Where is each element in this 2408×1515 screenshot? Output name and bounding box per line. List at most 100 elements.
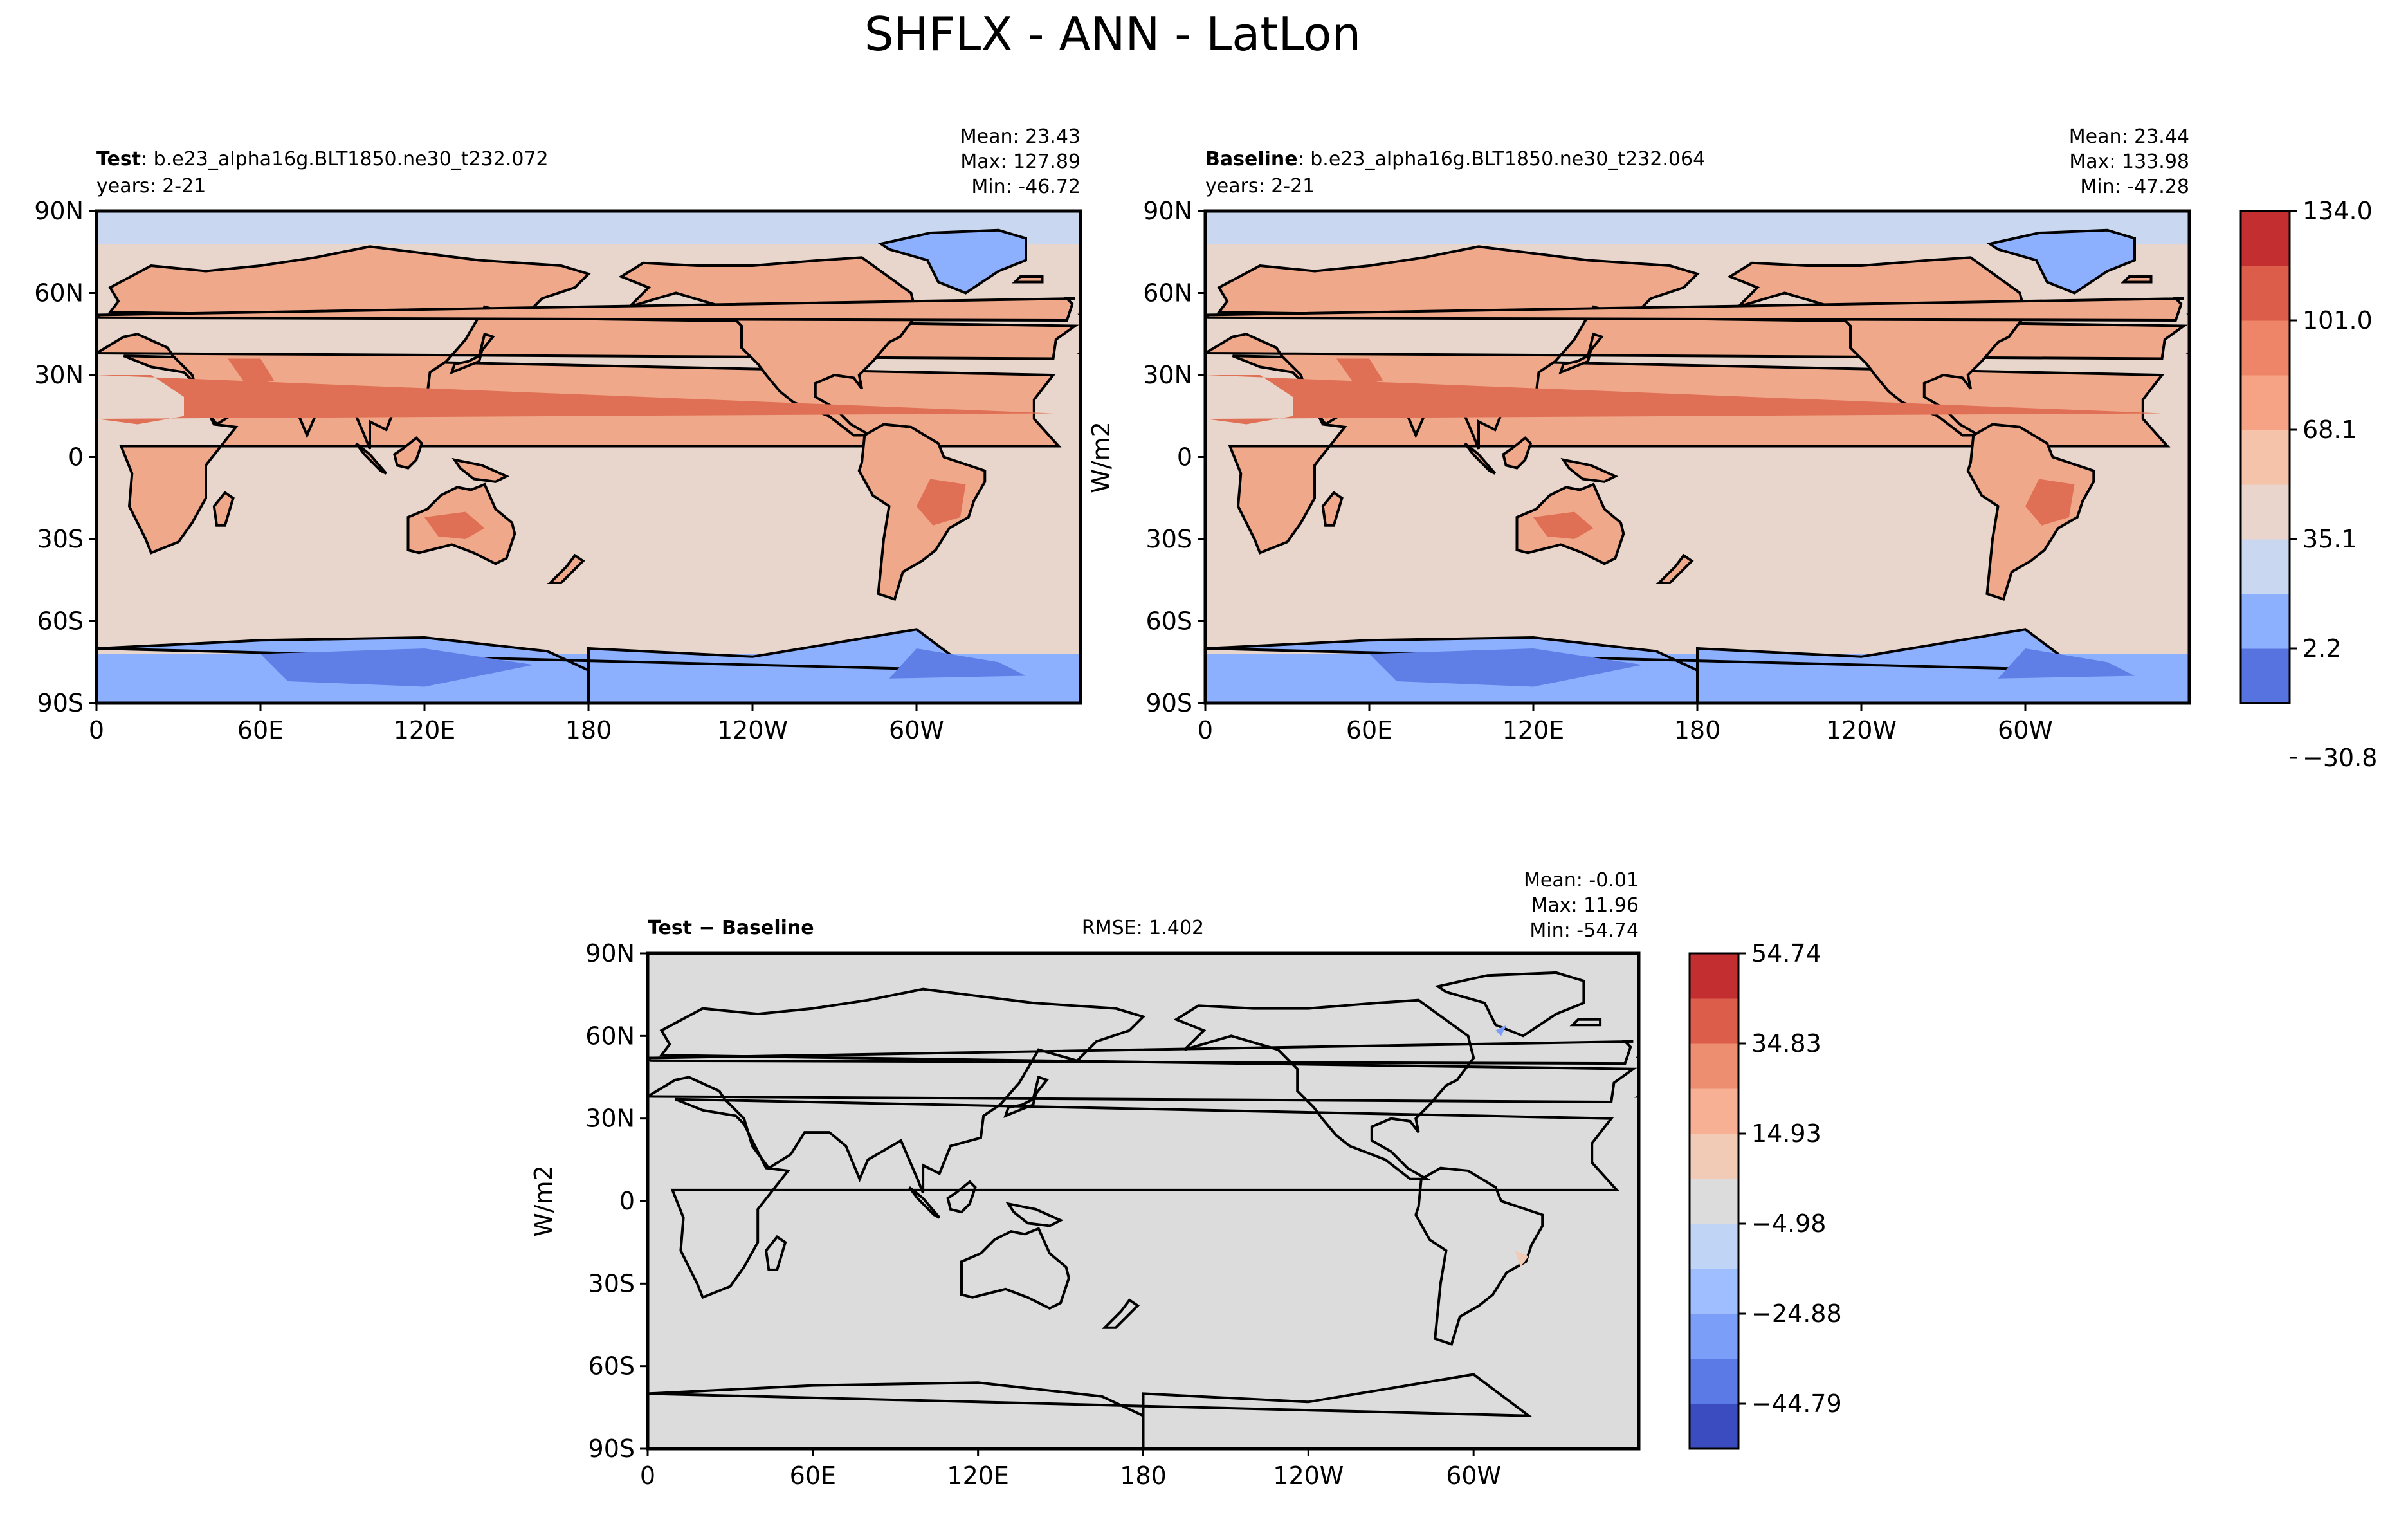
test-newZealand-land: [547, 553, 585, 584]
difference-colorbar-swatch: [1690, 1314, 1738, 1359]
difference-iceland-coast: [1569, 1018, 1602, 1027]
baseline-x-ticks: 0 60E 120E 180 120W 60W: [1198, 703, 2053, 744]
difference-xtick-label: 0: [640, 1462, 655, 1490]
difference-newZealand-coast: [2096, 1300, 2129, 1328]
figure-title: SHFLX - ANN - LatLon: [864, 7, 1361, 61]
test-ytick-label: 90N: [34, 197, 84, 225]
difference-uk-coast: [648, 1040, 1634, 1065]
baseline-stat-max: Max: 133.98: [2069, 151, 2189, 173]
baseline-madagascar-land: [2307, 493, 2326, 526]
difference-southAmerica-coast: [1414, 1166, 1544, 1346]
baseline-iceland-land: [2121, 275, 2153, 284]
difference-xtick-label: 120E: [947, 1462, 1009, 1490]
difference-ytick-label: 90N: [585, 939, 635, 968]
baseline-colorbar-swatch: [2241, 211, 2290, 266]
baseline-greenland-land: [1986, 228, 2136, 295]
test-iran-patch: [228, 358, 275, 386]
baseline-panel-label: Baseline: b.e23_alpha16g.BLT1850.ne30_t2…: [1205, 148, 1705, 170]
difference-background-fill: [648, 953, 1639, 1449]
difference-australia-coast: [960, 1227, 1070, 1310]
difference-borneo-coast: [1939, 1182, 1967, 1212]
baseline-arabia-patch: [1309, 380, 1356, 419]
difference-africa-coast: [670, 1097, 1620, 1299]
baseline-ytick-label: 90N: [1143, 197, 1192, 225]
difference-xtick-label: 120W: [1273, 1462, 1344, 1490]
test-antarctica-land: [96, 628, 976, 703]
test-ytick-label: 30N: [34, 361, 84, 389]
difference-colorbar-swatch: [1690, 1404, 1738, 1449]
difference-northAmerica-coast: [185, 1000, 482, 1179]
baseline-colorbar-tick-label: 134.0: [2303, 197, 2373, 225]
baseline-ytick-label: 30N: [1143, 361, 1192, 389]
baseline-colorbar-swatch: [2241, 648, 2290, 704]
difference-madagascar-coast: [1757, 1237, 1776, 1270]
test-stat-mean: Mean: 23.43: [960, 125, 1081, 148]
test-label-case: : b.e23_alpha16g.BLT1850.ne30_t232.072: [141, 148, 549, 170]
difference-antarctica-coast: [648, 1373, 1533, 1449]
baseline-interiorAus-patch: [1533, 511, 1594, 539]
test-brazil-patch: [917, 479, 966, 526]
difference-newZealand-coast: [1101, 1298, 1140, 1329]
test-label-bold: Test: [96, 148, 141, 170]
baseline-borneo-land: [1502, 436, 1533, 470]
test-eurasia-land: [0, 246, 91, 449]
difference-newGuinea-coast: [17, 1204, 69, 1226]
test-ytick-label: 90S: [37, 689, 84, 717]
test-southAmerica-land: [0, 425, 1, 600]
difference-y-ticks: 90N 60N 30N 0 30S 60S 90S: [585, 939, 648, 1463]
difference-colorbar-tick-label: 14.93: [1751, 1119, 1821, 1148]
baseline-uk-land: [1205, 297, 2184, 322]
baseline-eAntarctic-patch: [2353, 648, 2408, 687]
difference-uk-coast: [0, 1042, 642, 1063]
baseline-ytick-label: 90S: [1146, 689, 1192, 717]
test-arabia-patch: [200, 380, 247, 419]
test-ytick-label: 30S: [37, 525, 84, 553]
baseline-sahara-patch: [2189, 375, 2408, 425]
baseline-colorbar-swatch: [2241, 539, 2290, 594]
difference-xtick-label: 60E: [790, 1462, 836, 1490]
difference-australia-coast: [1953, 1229, 2060, 1308]
difference-map-panel: Test − Baseline RMSE: 1.402 Mean: -0.01 …: [0, 869, 2129, 1490]
difference-colorbar-tick-label: −4.98: [1751, 1209, 1826, 1238]
difference-greenland-coast: [1434, 971, 1585, 1038]
baseline-colorbar-tick-label: 2.2: [2303, 634, 2341, 663]
test-sumatra-land: [355, 442, 388, 475]
baseline-xtick-label: 60E: [1346, 716, 1392, 744]
difference-colorbar-swatch: [1690, 1088, 1738, 1134]
difference-newZealand-coast: [114, 1300, 147, 1328]
difference-japan-coast: [15, 1078, 56, 1116]
difference-japan-coast: [1003, 1075, 1050, 1118]
difference-colorbar-frame: [1688, 952, 1740, 1450]
difference-panel-label: Test − Baseline: [648, 917, 814, 939]
baseline-sumatra-land: [1464, 442, 1497, 475]
baseline-xtick-label: 120E: [1502, 716, 1565, 744]
difference-eurasia-coast: [0, 989, 642, 1193]
baseline-antarctica-land: [2189, 629, 2408, 703]
test-xtick-label: 60W: [889, 716, 944, 744]
test-japan-land: [450, 332, 495, 375]
test-panel-label: Test: b.e23_alpha16g.BLT1850.ne30_t232.0…: [96, 148, 549, 170]
difference-colorbar-tick-label: 54.74: [1751, 939, 1821, 968]
baseline-newGuinea-land: [1560, 457, 1619, 483]
difference-stat-min: Min: -54.74: [1529, 919, 1639, 942]
difference-ytick-label: 0: [619, 1187, 635, 1215]
baseline-colorbar-tick-label: 101.0: [2303, 306, 2373, 335]
baseline-madagascar-land: [1321, 491, 1344, 527]
baseline-japan-land: [1558, 332, 1604, 375]
difference-stat-mean: Mean: -0.01: [1524, 869, 1639, 892]
difference-borneo-coast: [946, 1180, 977, 1214]
difference-eurasia-coast: [648, 987, 1637, 1193]
test-newGuinea-land: [452, 457, 510, 483]
baseline-ytick-label: 30S: [1146, 525, 1192, 553]
test-greenland-land: [877, 228, 1027, 295]
baseline-iran-patch: [2321, 359, 2367, 387]
difference-colorbar-tick-label: −44.79: [1751, 1390, 1842, 1418]
baseline-colorbar-tick-label: 68.1: [2303, 416, 2357, 444]
baseline-ytick-label: 0: [1177, 443, 1192, 472]
difference-brazil-anomaly: [524, 1251, 537, 1267]
baseline-colorbar-swatch: [2241, 430, 2290, 485]
difference-colorbar-swatch: [1690, 1134, 1738, 1179]
baseline-xtick-label: 120W: [1826, 716, 1897, 744]
test-iceland-land: [1012, 275, 1044, 284]
test-xtick-label: 120E: [394, 716, 456, 744]
